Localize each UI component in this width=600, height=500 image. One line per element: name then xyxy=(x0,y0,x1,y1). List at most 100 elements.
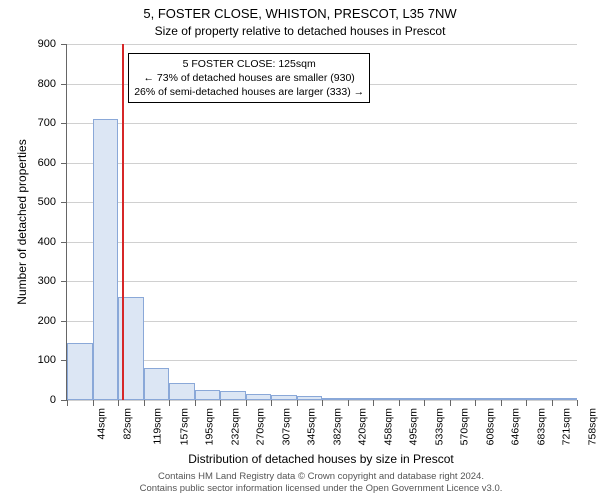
x-tick xyxy=(501,400,502,406)
histogram-bar xyxy=(220,391,246,400)
y-tick-label: 800 xyxy=(16,78,56,90)
x-tick xyxy=(93,400,94,406)
y-tick xyxy=(61,202,67,203)
x-tick-label: 157sqm xyxy=(178,408,190,445)
chart-title-sub: Size of property relative to detached ho… xyxy=(0,24,600,38)
x-tick-label: 345sqm xyxy=(305,408,317,445)
annotation-box: 5 FOSTER CLOSE: 125sqm← 73% of detached … xyxy=(128,53,370,104)
histogram-bar xyxy=(526,398,552,400)
x-tick xyxy=(246,400,247,406)
grid-line xyxy=(67,202,577,203)
grid-line xyxy=(67,360,577,361)
annotation-line: 26% of semi-detached houses are larger (… xyxy=(134,85,364,99)
histogram-bar xyxy=(348,398,374,400)
x-tick xyxy=(144,400,145,406)
x-tick-label: 495sqm xyxy=(407,408,419,445)
x-tick-label: 270sqm xyxy=(254,408,266,445)
x-tick xyxy=(220,400,221,406)
x-tick xyxy=(118,400,119,406)
x-tick xyxy=(399,400,400,406)
x-tick xyxy=(526,400,527,406)
x-axis-label: Distribution of detached houses by size … xyxy=(66,452,576,466)
y-tick-label: 600 xyxy=(16,157,56,169)
x-tick-label: 721sqm xyxy=(560,408,572,445)
y-tick-label: 100 xyxy=(16,354,56,366)
grid-line xyxy=(67,123,577,124)
histogram-bar xyxy=(93,119,119,400)
x-tick-label: 382sqm xyxy=(331,408,343,445)
x-tick-label: 232sqm xyxy=(229,408,241,445)
histogram-bar xyxy=(373,398,399,400)
x-tick-label: 82sqm xyxy=(121,408,133,440)
x-tick-label: 307sqm xyxy=(280,408,292,445)
histogram-bar xyxy=(246,394,272,400)
y-tick xyxy=(61,163,67,164)
y-tick xyxy=(61,321,67,322)
x-tick-label: 195sqm xyxy=(203,408,215,445)
x-tick xyxy=(475,400,476,406)
x-tick-label: 646sqm xyxy=(509,408,521,445)
x-tick xyxy=(373,400,374,406)
x-tick xyxy=(322,400,323,406)
x-tick-label: 44sqm xyxy=(96,408,108,440)
x-tick-label: 119sqm xyxy=(152,408,164,445)
y-tick-label: 500 xyxy=(16,196,56,208)
chart-title-main: 5, FOSTER CLOSE, WHISTON, PRESCOT, L35 7… xyxy=(0,6,600,21)
x-tick xyxy=(169,400,170,406)
x-tick-label: 570sqm xyxy=(458,408,470,445)
y-tick-label: 400 xyxy=(16,236,56,248)
grid-line xyxy=(67,321,577,322)
chart-container: 5, FOSTER CLOSE, WHISTON, PRESCOT, L35 7… xyxy=(0,0,600,500)
x-tick xyxy=(450,400,451,406)
x-tick xyxy=(271,400,272,406)
x-tick-label: 420sqm xyxy=(356,408,368,445)
y-tick-label: 0 xyxy=(16,394,56,406)
x-tick-label: 608sqm xyxy=(484,408,496,445)
y-tick-label: 300 xyxy=(16,275,56,287)
x-tick xyxy=(424,400,425,406)
y-tick xyxy=(61,44,67,45)
histogram-bar xyxy=(450,398,476,400)
histogram-bar xyxy=(195,390,221,400)
histogram-bar xyxy=(169,383,195,400)
x-tick xyxy=(67,400,68,406)
y-tick xyxy=(61,84,67,85)
x-tick xyxy=(552,400,553,406)
x-tick-label: 758sqm xyxy=(586,408,598,445)
histogram-bar xyxy=(552,398,578,400)
grid-line xyxy=(67,281,577,282)
y-axis-label-wrap: Number of detached properties xyxy=(14,44,30,400)
histogram-bar xyxy=(475,398,501,400)
chart-footer: Contains HM Land Registry data © Crown c… xyxy=(66,471,576,495)
histogram-bar xyxy=(271,395,297,400)
y-tick-label: 900 xyxy=(16,38,56,50)
annotation-line: 5 FOSTER CLOSE: 125sqm xyxy=(134,57,364,71)
annotation-line: ← 73% of detached houses are smaller (93… xyxy=(134,71,364,85)
footer-line1: Contains HM Land Registry data © Crown c… xyxy=(66,471,576,483)
x-tick xyxy=(297,400,298,406)
y-tick xyxy=(61,281,67,282)
grid-line xyxy=(67,163,577,164)
reference-line xyxy=(122,44,124,400)
histogram-bar xyxy=(424,398,450,400)
y-tick-label: 200 xyxy=(16,315,56,327)
histogram-bar xyxy=(297,396,323,400)
x-tick-label: 458sqm xyxy=(382,408,394,445)
x-tick xyxy=(577,400,578,406)
grid-line xyxy=(67,242,577,243)
y-tick xyxy=(61,123,67,124)
y-tick-label: 700 xyxy=(16,117,56,129)
grid-line xyxy=(67,44,577,45)
footer-line2: Contains public sector information licen… xyxy=(66,483,576,495)
histogram-bar xyxy=(501,398,527,400)
histogram-bar xyxy=(399,398,425,400)
x-tick-label: 533sqm xyxy=(433,408,445,445)
x-tick xyxy=(195,400,196,406)
x-tick xyxy=(348,400,349,406)
y-tick xyxy=(61,242,67,243)
x-tick-label: 683sqm xyxy=(535,408,547,445)
histogram-bar xyxy=(322,398,348,400)
histogram-bar xyxy=(144,368,170,400)
histogram-bar xyxy=(67,343,93,400)
plot-area: 5 FOSTER CLOSE: 125sqm← 73% of detached … xyxy=(66,44,577,401)
